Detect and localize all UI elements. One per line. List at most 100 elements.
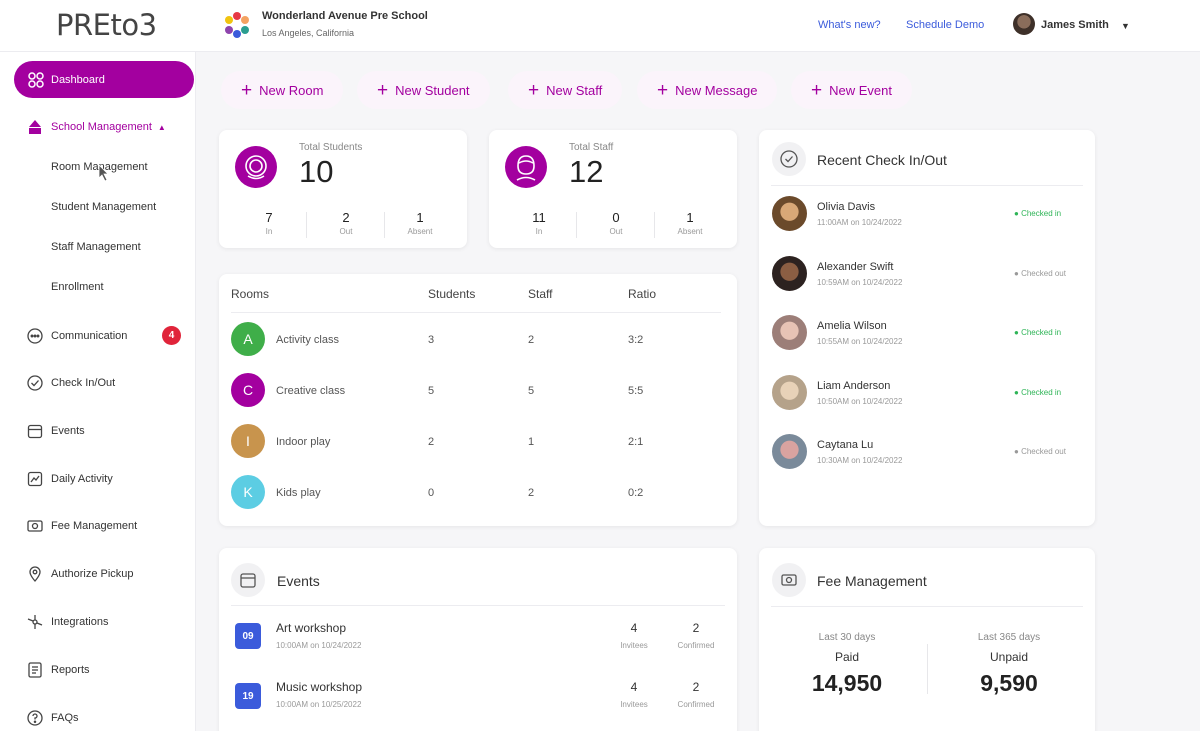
sidebar-item-authorize-pickup[interactable]: Authorize Pickup [26, 564, 134, 584]
school-name[interactable]: Wonderland Avenue Pre School [262, 10, 428, 22]
person-time: 10:30AM on 10/24/2022 [817, 456, 903, 465]
sidebar-item-dashboard[interactable]: Dashboard [14, 61, 194, 98]
invitees-label: Invitees [620, 700, 648, 709]
calendar-date-icon: 09 [235, 623, 261, 649]
calendar-icon [231, 563, 265, 597]
status-badge: ● Checked out [1014, 269, 1066, 278]
status-text: Checked out [1021, 269, 1066, 278]
column-header-ratio[interactable]: Ratio [628, 287, 657, 301]
status-badge: ● Checked in [1014, 388, 1062, 397]
cursor-icon [98, 164, 109, 182]
unpaid-amount[interactable]: 9,590 [980, 670, 1038, 696]
room-staff: 2 [528, 334, 535, 346]
status-text: Checked in [1021, 209, 1062, 218]
status-text: Checked in [1021, 328, 1062, 337]
school-logo-icon [225, 12, 249, 38]
column-header-staff[interactable]: Staff [528, 287, 553, 301]
table-row[interactable]: I Indoor play 2 1 2:1 [219, 422, 739, 462]
card-title: Fee Management [817, 573, 927, 589]
sidebar-item-label: Dashboard [51, 73, 105, 86]
sidebar-item-label: Reports [51, 664, 90, 676]
new-room-button[interactable]: + New Room [221, 71, 344, 109]
new-staff-button[interactable]: + New Staff [508, 71, 623, 109]
stat-number: 7 [265, 210, 273, 225]
students-out-stat: 2 Out [311, 210, 381, 236]
money-icon [27, 520, 43, 532]
plus-icon: + [657, 79, 669, 101]
sidebar-subitem-student-management[interactable]: Student Management [51, 201, 157, 213]
list-item[interactable]: Amelia Wilson 10:55AM on 10/24/2022 ● Ch… [759, 315, 1095, 365]
list-item[interactable]: Caytana Lu 10:30AM on 10/24/2022 ● Check… [759, 434, 1095, 484]
list-item[interactable]: Alexander Swift 10:59AM on 10/24/2022 ● … [759, 256, 1095, 306]
integrations-icon [27, 615, 43, 629]
sidebar-item-events[interactable]: Events [26, 421, 85, 441]
sidebar-item-faqs[interactable]: FAQs [26, 708, 79, 728]
new-message-button[interactable]: + New Message [637, 71, 778, 109]
list-item[interactable]: Liam Anderson 10:50AM on 10/24/2022 ● Ch… [759, 375, 1095, 425]
status-badge: ● Checked in [1014, 209, 1062, 218]
sidebar-item-check-in-out[interactable]: Check In/Out [26, 373, 115, 393]
user-avatar[interactable] [1013, 13, 1035, 35]
sidebar-item-label: Events [51, 425, 85, 437]
avatar [772, 256, 807, 291]
person-name: Amelia Wilson [817, 320, 887, 332]
column-header-rooms[interactable]: Rooms [231, 287, 270, 301]
students-in-stat: 7 In [234, 210, 304, 236]
table-row[interactable]: C Creative class 5 5 5:5 [219, 371, 739, 411]
sidebar-subitem-staff-management[interactable]: Staff Management [51, 241, 141, 253]
stat-number: 1 [416, 210, 424, 225]
button-label: New Event [829, 82, 892, 98]
check-circle-icon [772, 142, 806, 176]
divider [771, 606, 1083, 607]
event-time: 10:00AM on 10/25/2022 [276, 700, 362, 709]
button-label: New Staff [546, 82, 603, 98]
table-row[interactable]: K Kids play 0 2 0:2 [219, 473, 739, 513]
stat-caption: Absent [407, 227, 433, 236]
event-name: Art workshop [276, 621, 347, 635]
avatar [772, 375, 807, 410]
student-icon [235, 146, 277, 188]
sidebar-item-integrations[interactable]: Integrations [26, 612, 108, 632]
card-title: Events [277, 573, 320, 589]
chevron-down-icon[interactable]: ▼ [1121, 21, 1130, 31]
new-student-button[interactable]: + New Student [357, 71, 490, 109]
sidebar-item-label: Integrations [51, 616, 109, 628]
top-bar: PREto3 Wonderland Avenue Pre School Los … [0, 0, 1200, 52]
money-icon [772, 563, 806, 597]
sidebar-item-communication[interactable]: Communication [26, 326, 127, 346]
divider [231, 605, 725, 606]
sidebar-item-daily-activity[interactable]: Daily Activity [26, 469, 113, 489]
sidebar-subitem-enrollment[interactable]: Enrollment [51, 281, 104, 293]
paid-amount[interactable]: 14,950 [811, 670, 883, 696]
sidebar-item-school-management[interactable]: School Management ▲ [26, 117, 166, 137]
event-name: Music workshop [276, 680, 363, 694]
whats-new-link[interactable]: What's new? [818, 19, 881, 31]
new-event-button[interactable]: + New Event [791, 71, 912, 109]
room-students: 5 [428, 385, 435, 397]
sidebar-item-reports[interactable]: Reports [26, 660, 90, 680]
confirmed-label: Confirmed [677, 641, 715, 650]
room-staff: 1 [528, 436, 535, 448]
event-invitees: 4 [630, 680, 638, 694]
total-staff-card[interactable]: Total Staff 12 11 In 0 Out 1 Absent [489, 130, 737, 248]
sidebar-item-fee-management[interactable]: Fee Management [26, 516, 137, 536]
room-ratio: 5:5 [628, 385, 644, 397]
activity-icon [27, 471, 43, 487]
schedule-demo-link[interactable]: Schedule Demo [906, 19, 985, 31]
staff-out-stat: 0 Out [581, 210, 651, 236]
app-logo[interactable]: PREto3 [56, 8, 157, 42]
person-time: 11:00AM on 10/24/2022 [817, 218, 902, 227]
column-header-students[interactable]: Students [428, 287, 476, 301]
card-title: Recent Check In/Out [817, 152, 947, 168]
school-location: Los Angeles, California [262, 28, 355, 38]
event-confirmed: 2 [692, 680, 700, 694]
person-time: 10:55AM on 10/24/2022 [817, 337, 903, 346]
user-name[interactable]: James Smith [1041, 19, 1109, 31]
confirmed-label: Confirmed [677, 700, 715, 709]
stat-caption: In [535, 227, 543, 236]
status-badge: ● Checked in [1014, 328, 1062, 337]
students-absent-stat: 1 Absent [385, 210, 455, 236]
table-row[interactable]: A Activity class 3 2 3:2 [219, 320, 739, 360]
total-students-card[interactable]: Total Students 10 7 In 2 Out 1 Absent [219, 130, 467, 248]
list-item[interactable]: Olivia Davis 11:00AM on 10/24/2022 ● Che… [759, 196, 1095, 246]
